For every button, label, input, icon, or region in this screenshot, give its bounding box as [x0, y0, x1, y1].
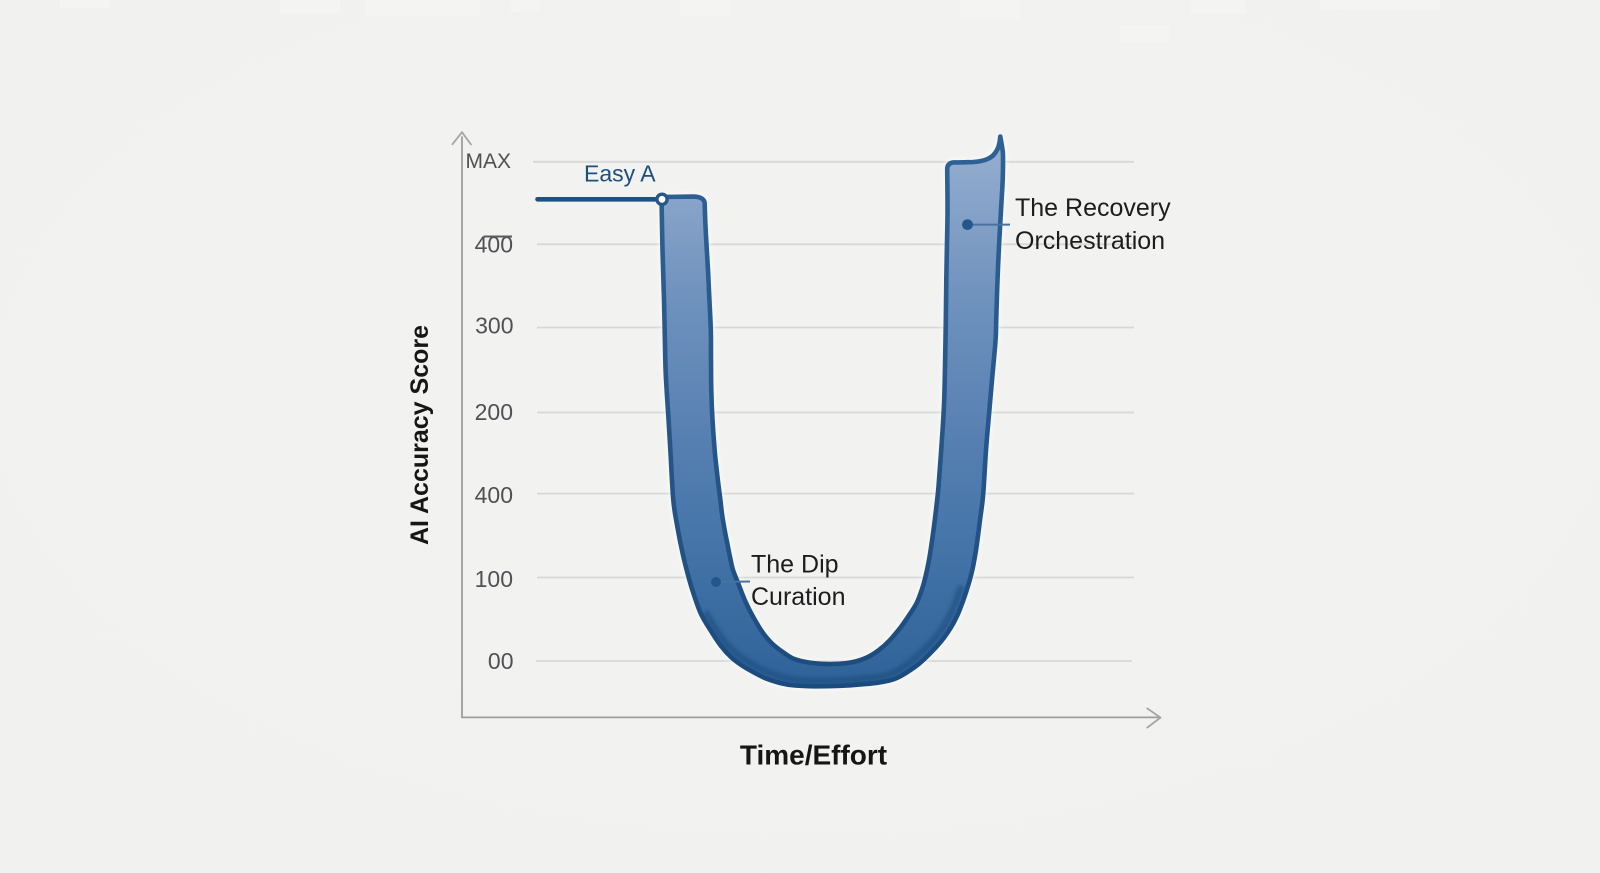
svg-text:Curation: Curation — [751, 583, 846, 611]
svg-text:100: 100 — [475, 566, 513, 592]
svg-text:200: 200 — [475, 399, 513, 425]
svg-text:Time/Effort: Time/Effort — [740, 740, 887, 771]
svg-text:Orchestration: Orchestration — [1015, 227, 1165, 255]
svg-text:MAX: MAX — [465, 150, 511, 173]
svg-text:The Dip: The Dip — [751, 551, 839, 579]
svg-text:400: 400 — [475, 482, 513, 508]
svg-text:AI Accuracy Score: AI Accuracy Score — [406, 325, 434, 545]
svg-text:00: 00 — [488, 648, 514, 674]
svg-text:Easy A: Easy A — [584, 161, 656, 187]
svg-text:The Recovery: The Recovery — [1015, 194, 1171, 222]
svg-text:400: 400 — [475, 231, 513, 257]
svg-text:300: 300 — [475, 312, 513, 338]
